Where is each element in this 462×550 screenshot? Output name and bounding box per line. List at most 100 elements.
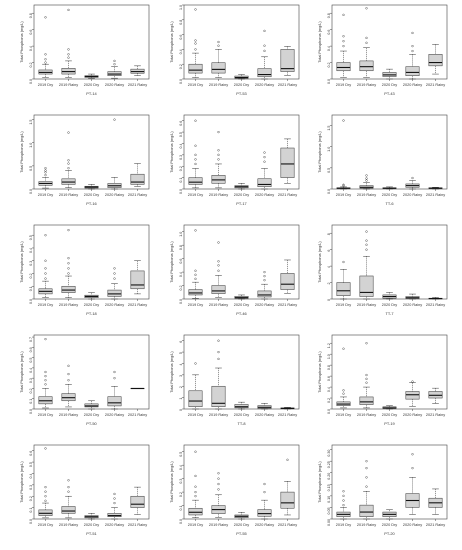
outlier-point (67, 229, 70, 232)
y-tick-label: 2 (327, 283, 331, 285)
x-tick-label: 2021 Rainy (278, 303, 297, 307)
y-axis-label: Total Phosphorus (mg/L) (20, 461, 24, 503)
x-tick-label: 2020 Rainy (255, 303, 274, 307)
box-2 (211, 130, 226, 189)
box-4 (405, 31, 420, 80)
x-tick-label: 2019 Rainy (357, 303, 376, 307)
box-4 (107, 118, 122, 190)
outlier-point (365, 485, 368, 488)
box-3 (382, 292, 397, 300)
box-iqr (188, 63, 203, 74)
x-tick-label: 2020 Rainy (403, 523, 422, 527)
outlier-point (342, 183, 345, 186)
x-tick-label: 2020 Dry (234, 523, 250, 527)
y-tick-label: 0.5 (327, 168, 331, 173)
box-4 (405, 176, 420, 190)
y-tick-label: 0.05 (327, 507, 331, 514)
site-label: PT-46 (236, 311, 246, 316)
outlier-point (44, 495, 47, 498)
box-3 (234, 294, 249, 300)
x-tick-label: 2020 Rainy (403, 303, 422, 307)
x-tick-label: 2021 Rainy (128, 193, 147, 197)
plot-frame (33, 4, 150, 80)
y-tick-label: 0.0 (179, 519, 183, 524)
y-tick-label: 0.4 (327, 387, 331, 392)
x-tick-label: 2020 Dry (234, 413, 250, 417)
x-tick-label: 2020 Dry (382, 83, 398, 87)
outlier-point (365, 179, 368, 182)
x-tick-label: 2020 Dry (234, 193, 250, 197)
outlier-point (194, 277, 197, 280)
outlier-point (365, 377, 368, 380)
outlier-point (44, 53, 47, 56)
box-5 (130, 260, 145, 295)
y-tick-label: 1.0 (327, 354, 331, 359)
y-tick-label: 0.0 (327, 79, 331, 84)
outlier-point (44, 171, 47, 174)
panel-tt-6: 0.0 0.5 1.0 1.5 Total Phosphorus (mg/L) 2019 … (318, 114, 448, 206)
outlier-point (365, 174, 368, 177)
box-3 (382, 509, 397, 520)
y-tick-label: 0.2 (29, 496, 33, 501)
y-tick-label: 0.0 (179, 189, 183, 194)
x-tick-label: 2020 Dry (84, 83, 100, 87)
box-5 (280, 46, 295, 76)
y-tick-label: 0.1 (179, 506, 183, 511)
outlier-point (217, 350, 220, 354)
y-tick-label: 0.8 (179, 245, 183, 250)
box-4 (107, 492, 122, 520)
outlier-point (67, 262, 70, 265)
box-iqr (130, 495, 145, 508)
box-1 (188, 119, 203, 189)
y-axis-label: Total Phosphorus (mg/L) (170, 241, 174, 283)
site-label: PT-17 (236, 201, 246, 206)
y-axis-label: Total Phosphorus (mg/L) (20, 351, 24, 393)
outlier-point (217, 241, 220, 244)
box-2 (359, 342, 374, 409)
x-tick-label: 2020 Rainy (105, 523, 124, 527)
box-iqr (107, 513, 122, 517)
outlier-point (67, 479, 70, 482)
box-4 (107, 59, 122, 79)
box-1 (336, 347, 351, 409)
box-2 (359, 460, 374, 520)
y-axis-label: Total Phosphorus (mg/L) (20, 241, 24, 283)
x-tick-label: 2021 Rainy (128, 413, 147, 417)
box-iqr (188, 289, 203, 296)
outlier-point (67, 53, 70, 56)
y-tick-label: 0.6 (29, 30, 33, 35)
x-tick-label: 2019 Dry (188, 83, 204, 87)
x-tick-label: 2020 Dry (382, 193, 398, 197)
y-axis-label: Total Phosphorus (mg/L) (318, 241, 322, 283)
box-2 (61, 8, 76, 78)
site-label: PT-50 (86, 421, 97, 426)
y-tick-label: 0.1 (179, 178, 183, 183)
x-tick-label: 2020 Dry (382, 523, 398, 527)
outlier-point (44, 174, 47, 177)
x-tick-label: 2020 Dry (84, 523, 100, 527)
site-label: PT-53 (236, 91, 246, 96)
x-tick-label: 2020 Rainy (255, 83, 274, 87)
outlier-point (411, 176, 414, 180)
y-tick-label: 0.2 (327, 63, 331, 68)
outlier-point (44, 267, 47, 270)
y-tick-label: 3 (179, 375, 183, 377)
outlier-point (194, 144, 197, 147)
outlier-point (342, 40, 345, 43)
y-tick-label: 5 (179, 352, 183, 354)
y-tick-label: 0.1 (29, 286, 33, 291)
outlier-point (194, 273, 197, 276)
box-1 (188, 362, 203, 410)
x-tick-label: 2021 Rainy (128, 303, 147, 307)
outlier-point (44, 234, 47, 237)
outlier-point (194, 490, 197, 494)
box-3 (382, 405, 397, 410)
outlier-point (217, 269, 220, 272)
y-tick-label: 1.5 (327, 126, 331, 131)
y-axis-label: Total Phosphorus (mg/L) (318, 131, 322, 173)
outlier-point (217, 472, 220, 475)
box-iqr (280, 49, 295, 72)
y-tick-label: 8 (327, 233, 331, 235)
site-label: PT-20 (384, 531, 395, 536)
outlier-point (44, 447, 47, 450)
